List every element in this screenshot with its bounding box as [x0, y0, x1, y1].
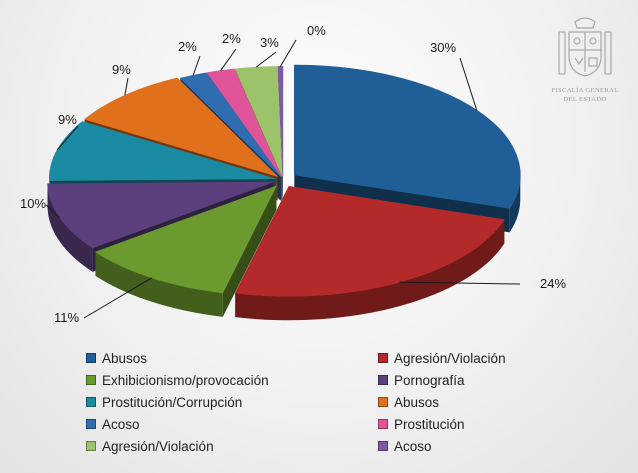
pie-slice: [293, 64, 521, 209]
pie-slice-edge: [222, 186, 277, 317]
pie-chart: 30% 24% 11% 10% 9% 9% 2% 2% 3% 0%: [20, 23, 566, 325]
pie-slice-side: [95, 251, 223, 317]
legend-item: Agresión/Violación: [86, 437, 378, 455]
data-label: 30%: [430, 40, 456, 55]
leader-line: [45, 204, 61, 218]
legend-item: Prostitución: [378, 415, 606, 433]
data-label: 11%: [54, 310, 79, 325]
data-label: 9%: [112, 62, 131, 77]
legend-swatch: [378, 375, 388, 385]
legend-swatch: [86, 441, 96, 451]
legend-item: Exhibicionismo/provocación: [86, 371, 378, 389]
data-label: 9%: [58, 112, 77, 127]
legend-swatch: [86, 353, 96, 363]
legend-swatch: [378, 441, 388, 451]
legend-label: Exhibicionismo/provocación: [102, 372, 269, 388]
leader-line: [56, 125, 79, 151]
data-label: 24%: [540, 276, 566, 291]
legend-label: Abusos: [394, 394, 440, 410]
legend-item: Abusos: [86, 349, 378, 367]
leader-line: [124, 77, 129, 96]
legend-label: Prostitución: [394, 416, 465, 432]
pie-slice-side: [47, 183, 93, 272]
legend-swatch: [378, 419, 388, 429]
data-label: 2%: [222, 31, 241, 46]
pie-slice: [94, 185, 277, 294]
leader-line: [399, 281, 521, 285]
pie-slice-side: [235, 219, 505, 321]
legend-label: Agresión/Violación: [394, 350, 506, 366]
legend-label: Prostitución/Corrupción: [102, 394, 243, 410]
legend-swatch: [86, 375, 96, 385]
coat-of-arms-icon: [558, 17, 612, 77]
legend-item: Pornografía: [378, 371, 606, 389]
leader-line: [192, 55, 201, 76]
legend-label: Acoso: [394, 438, 432, 454]
pie-slice: [234, 66, 283, 177]
data-label: 0%: [307, 23, 326, 38]
legend-swatch: [378, 353, 388, 363]
pie-slice: [179, 72, 281, 177]
legend-label: Acoso: [102, 416, 140, 432]
data-label: 2%: [178, 39, 197, 54]
legend-item: Acoso: [86, 415, 378, 433]
legend-swatch: [86, 419, 96, 429]
pie-tops: [47, 64, 521, 297]
data-label: 10%: [20, 196, 46, 211]
legend-label: Pornografía: [394, 372, 465, 388]
pie-slice-side: [509, 175, 521, 233]
pie-slice: [83, 77, 278, 177]
legend-label: Agresión/Violación: [102, 438, 214, 454]
leader-line: [280, 39, 297, 67]
legend-item: Agresión/Violación: [378, 349, 606, 367]
legend: Abusos Agresión/Violación Exhibicionismo/p…: [86, 349, 606, 455]
fiscalia-logo: FISCALÍA GENERAL DEL ESTADO: [551, 17, 618, 103]
logo-line-1: FISCALÍA GENERAL: [551, 86, 618, 94]
data-label: 3%: [260, 35, 279, 50]
legend-swatch: [378, 397, 388, 407]
pie-labels: 30% 24% 11% 10% 9% 9% 2% 2% 3% 0%: [20, 23, 566, 325]
legend-item: Abusos: [378, 393, 606, 411]
logo-line-2: DEL ESTADO: [563, 96, 606, 103]
legend-item: Prostitución/Corrupción: [86, 393, 378, 411]
legend-swatch: [86, 397, 96, 407]
leader-line: [255, 51, 277, 68]
leader-line: [459, 57, 478, 111]
pie-slice: [277, 66, 284, 177]
leader-line: [83, 277, 153, 319]
legend-label: Abusos: [102, 350, 148, 366]
legend-item: Acoso: [378, 437, 606, 455]
leader-line: [220, 48, 237, 71]
